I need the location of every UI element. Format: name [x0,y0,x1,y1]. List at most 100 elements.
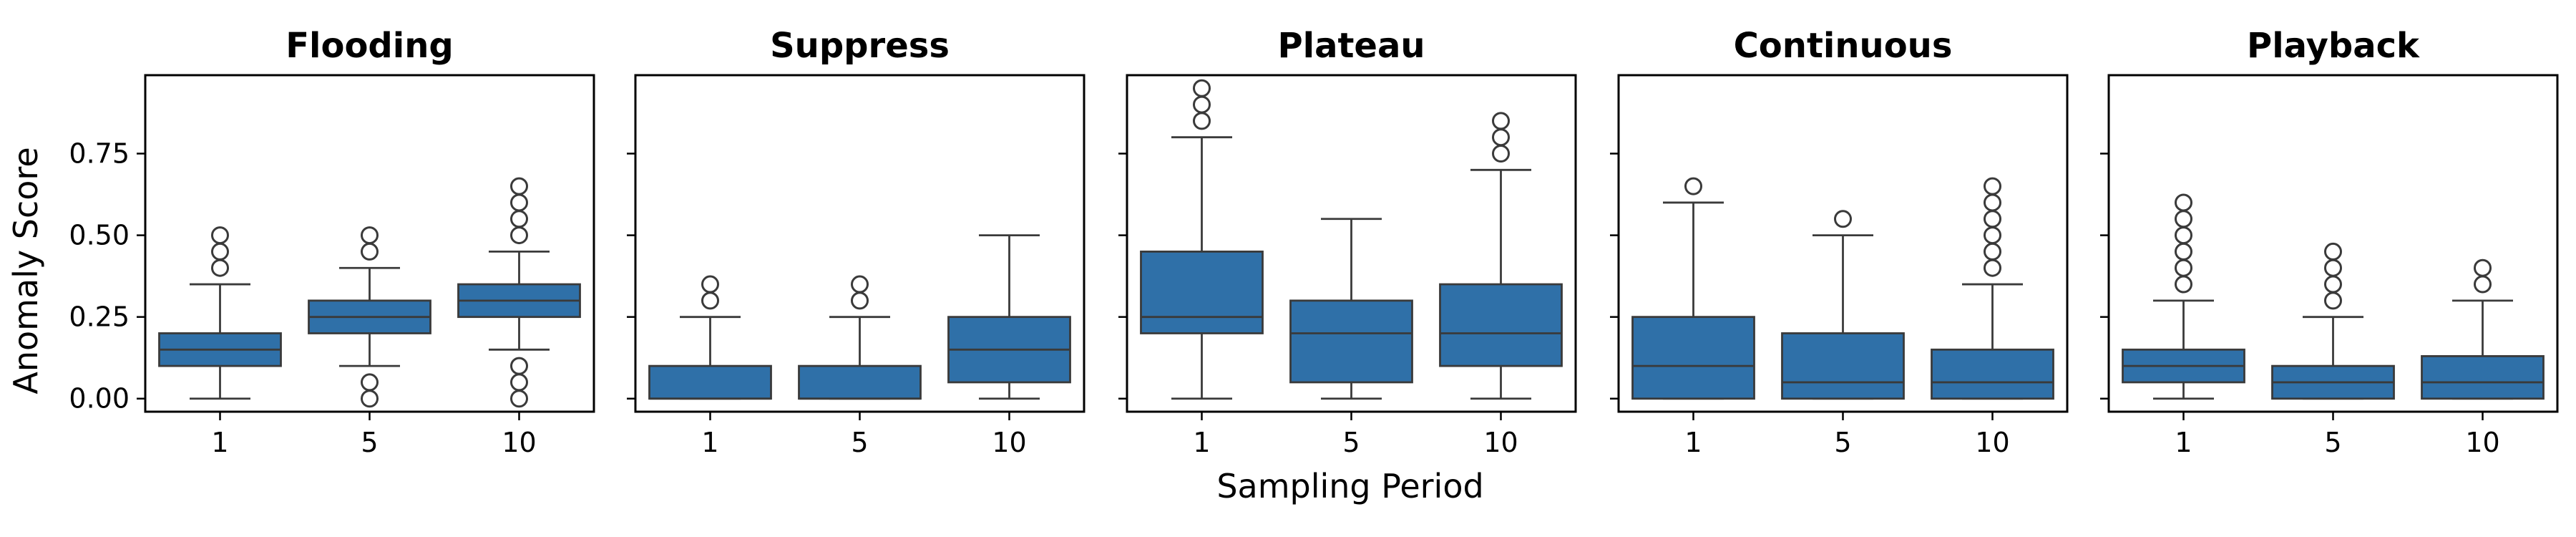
box-1 [1631,177,1755,400]
box-body [1781,332,1905,400]
box-10 [947,234,1071,400]
outlier-point [2324,291,2342,310]
y-axis-label: Anomaly Score [6,147,45,394]
box-1 [648,275,772,400]
outlier-point [361,390,379,408]
x-tick-label: 1 [211,427,228,458]
x-tick-label: 5 [1834,427,1851,458]
box-10 [1439,112,1563,400]
box-5 [308,226,431,408]
panel-frame [1617,74,2069,413]
panels: Flooding 0.00 0.25 0.50 0.75 1 5 10 Suppress 1 5 10… [69,26,2559,458]
panel-title: Continuous [1734,26,1953,66]
x-tick-label: 1 [1193,427,1210,458]
x-tick-label: 10 [992,427,1026,458]
panel-continuous: Continuous 1 5 10 [1610,26,2069,458]
y-tick-label: 0.00 [69,383,130,415]
outlier-point [1193,79,1211,97]
y-tick-label: 0.75 [69,138,130,170]
box-body [798,364,922,400]
x-tick-label: 10 [2465,427,2499,458]
outlier-point [2324,275,2342,294]
panel-frame [634,74,1085,413]
x-tick-label: 5 [851,427,868,458]
box-5 [2271,242,2395,400]
outlier-point [510,177,528,195]
panel-flooding: Flooding 0.00 0.25 0.50 0.75 1 5 10 [69,26,595,458]
x-tick-label: 10 [502,427,536,458]
outlier-point [701,291,719,310]
x-tick-label: 10 [1483,427,1518,458]
outlier-point [851,275,869,294]
box-body [1931,348,2054,400]
panel-title: Plateau [1277,26,1425,66]
outlier-point [1984,193,2001,212]
x-tick-label: 1 [1684,427,1702,458]
box-body [1631,316,1755,400]
box-1 [2122,193,2245,400]
x-axis-label: Sampling Period [1216,467,1483,505]
box-body [1289,299,1413,384]
panel-suppress: Suppress 1 5 10 [627,26,1085,458]
box-10 [1931,177,2054,400]
x-tick-label: 10 [1975,427,2009,458]
y-tick-label: 0.50 [69,220,130,251]
outlier-point [2474,275,2492,294]
x-tick-label: 5 [1342,427,1360,458]
outlier-point [1492,145,1510,163]
outlier-point [1492,128,1510,147]
outlier-point [211,226,229,245]
outlier-point [361,226,379,245]
outlier-point [510,357,528,375]
outlier-point [2175,226,2192,245]
x-tick-label: 5 [2324,427,2341,458]
outlier-point [1984,258,2001,277]
outlier-point [510,390,528,408]
box-5 [1289,218,1413,400]
outlier-point [510,373,528,392]
outlier-point [1193,95,1211,114]
box-5 [798,275,922,400]
outlier-point [2175,275,2192,294]
panel-plateau: Plateau 1 5 10 [1118,26,1577,458]
box-body [2421,355,2545,400]
box-1 [1140,79,1264,400]
box-1 [158,226,282,400]
outlier-point [510,226,528,245]
outlier-point [851,291,869,310]
outlier-point [1984,242,2001,261]
panel-frame [144,74,595,413]
outlier-point [510,210,528,228]
box-5 [1781,210,1905,400]
outlier-point [1984,210,2001,228]
outlier-point [211,242,229,261]
outlier-point [2175,193,2192,212]
outlier-point [2474,258,2492,277]
x-tick-label: 1 [701,427,718,458]
panel-title: Flooding [286,26,454,66]
box-body [1439,283,1563,367]
box-10 [2421,258,2545,400]
panel-title: Playback [2247,26,2420,66]
box-body [1140,251,1264,334]
outlier-point [1492,112,1510,130]
x-tick-label: 5 [361,427,378,458]
outlier-point [1193,112,1211,130]
outlier-point [2175,242,2192,261]
outlier-point [211,258,229,277]
outlier-point [510,193,528,212]
panel-frame [2107,74,2559,413]
outlier-point [1984,226,2001,245]
outlier-point [1684,177,1702,195]
outlier-point [1834,210,1852,228]
outlier-point [2324,258,2342,277]
outlier-point [361,242,379,261]
outlier-point [2175,258,2192,277]
outlier-point [361,373,379,392]
outlier-point [701,275,719,294]
y-tick-label: 0.25 [69,301,130,333]
panel-frame [1126,74,1577,413]
outlier-point [2324,242,2342,261]
x-tick-label: 1 [2175,427,2192,458]
